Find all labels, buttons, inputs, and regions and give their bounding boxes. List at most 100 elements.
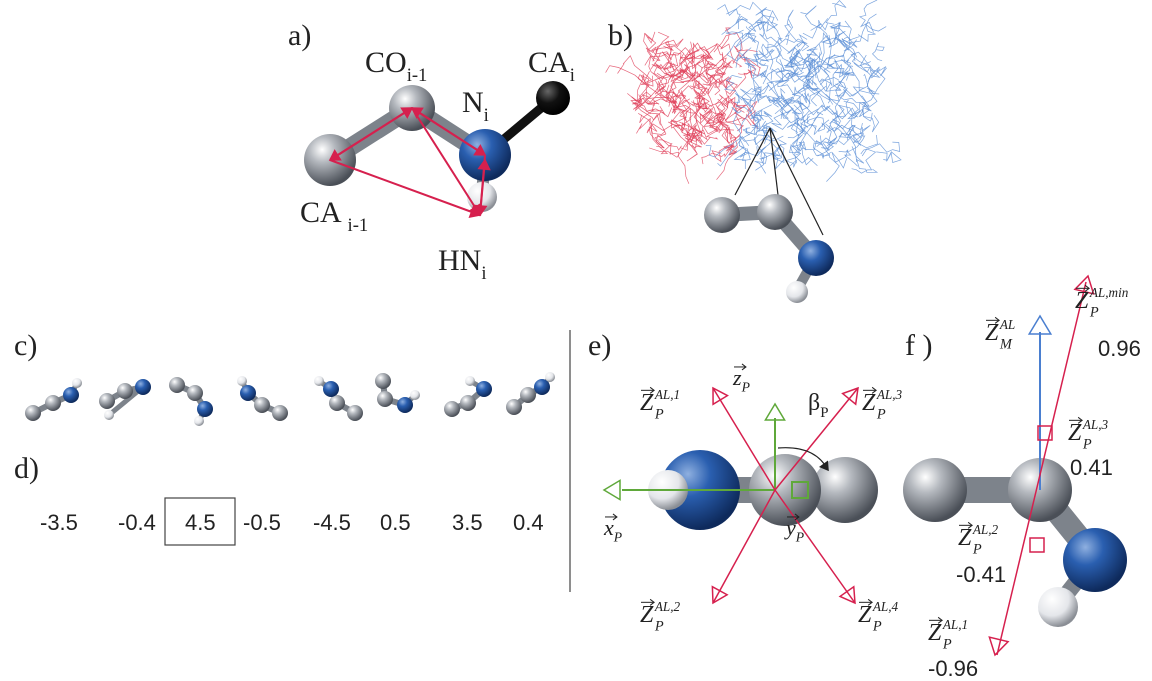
atom	[323, 381, 339, 397]
protein-trace	[755, 153, 786, 174]
vector-line	[330, 108, 412, 160]
atom	[375, 373, 391, 389]
vector-line	[330, 160, 480, 215]
panel-label: c)	[14, 329, 37, 362]
protein-trace	[801, 6, 828, 29]
atom	[410, 390, 420, 400]
label-sub: P	[1089, 304, 1099, 320]
label-sup: AL,1	[942, 617, 968, 632]
atom	[329, 395, 345, 411]
atom-label: HNi	[438, 244, 487, 284]
label-sub: i-1	[407, 65, 428, 86]
label-base: Z	[640, 602, 654, 628]
panel-label: a)	[288, 19, 311, 52]
protein-trace	[836, 81, 880, 96]
atom	[347, 405, 363, 421]
atom-label: ZAL,3 P	[1068, 417, 1109, 452]
label-sup: AL,4	[872, 599, 899, 614]
atom	[903, 458, 967, 522]
label-sub: i	[570, 65, 575, 86]
atom	[45, 395, 61, 411]
protein-trace	[655, 134, 681, 150]
panel-label: e)	[588, 329, 611, 362]
label-sub: P	[872, 618, 882, 634]
protein-trace	[663, 39, 683, 51]
atom-label: ZAL,2 P	[640, 599, 681, 634]
protein-trace	[844, 72, 867, 90]
value-label: 0.4	[513, 510, 544, 535]
label-sup: AL,2	[654, 599, 681, 614]
protein-trace	[767, 67, 783, 98]
atom-label: ZAL,1P	[640, 387, 680, 422]
atom	[314, 376, 324, 386]
label-sup: AL	[999, 317, 1015, 332]
panel-label: d)	[14, 452, 39, 485]
atom	[25, 405, 41, 421]
atom	[465, 376, 475, 386]
protein-trace	[854, 72, 886, 103]
atom-label: ZALM	[985, 317, 1015, 352]
label-sup: AL,min	[1089, 285, 1129, 300]
protein-trace	[655, 91, 681, 123]
label-base: β	[808, 390, 820, 416]
atom	[460, 395, 476, 411]
protein-trace	[753, 44, 773, 69]
panel-label: b)	[608, 19, 633, 52]
label-base: CA	[528, 46, 570, 79]
label-base: Z	[1068, 420, 1082, 446]
label-sub: P	[795, 530, 804, 545]
protein-trace	[812, 112, 829, 135]
label-base: y	[784, 515, 796, 540]
value-label: 0.41	[1070, 455, 1113, 480]
atom-label: Ni	[462, 86, 489, 126]
value-label: 0.96	[1098, 336, 1141, 361]
protein-trace	[852, 149, 876, 173]
protein-trace	[831, 22, 850, 39]
atom	[534, 379, 550, 395]
arrow-head	[604, 480, 620, 499]
figure: a)b)c)d)e)f )COi-1NiCAiCA i-1HNi-3.5-0.4…	[0, 0, 1152, 681]
protein-trace	[873, 43, 885, 61]
protein-trace	[791, 111, 809, 133]
atom-label: CAi	[528, 46, 575, 86]
label-sup: AL,1	[654, 387, 680, 402]
atom	[520, 387, 536, 403]
protein-trace	[717, 137, 738, 179]
protein-trace	[769, 80, 796, 95]
atom	[237, 376, 247, 386]
value-label: -0.5	[243, 510, 281, 535]
atom	[476, 381, 492, 397]
value-label: 4.5	[185, 510, 216, 535]
atom	[117, 383, 133, 399]
label-base: Z	[862, 390, 876, 416]
value-label: -0.96	[928, 656, 978, 681]
protein-trace	[876, 152, 901, 163]
atom	[240, 385, 256, 401]
label-base: N	[462, 86, 484, 119]
atom-label: CA i-1	[300, 196, 368, 236]
label-base: CO	[365, 46, 407, 79]
label-sub: P	[1082, 436, 1092, 452]
protein-trace	[817, 138, 834, 156]
label-base: Z	[858, 602, 872, 628]
value-label: -0.4	[118, 510, 156, 535]
atom-label: xP	[603, 515, 622, 545]
protein-trace	[860, 0, 877, 33]
label-base: Z	[958, 525, 972, 551]
atom	[704, 197, 740, 233]
label-base: Z	[928, 620, 942, 646]
label-sub: P	[654, 618, 664, 634]
atom	[506, 399, 522, 415]
label-sup: AL,3	[1082, 417, 1109, 432]
label-base: x	[603, 515, 614, 540]
value-label: -4.5	[313, 510, 351, 535]
label-sub: M	[999, 336, 1013, 352]
label-sub: i	[484, 105, 489, 126]
label-base: Z	[1075, 288, 1089, 314]
label-base: Z	[640, 390, 654, 416]
atom	[377, 391, 393, 407]
atom-label: ZAL,4 P	[858, 599, 899, 634]
protein-trace	[726, 9, 747, 29]
atom	[397, 397, 413, 413]
value-label: -0.41	[956, 562, 1006, 587]
